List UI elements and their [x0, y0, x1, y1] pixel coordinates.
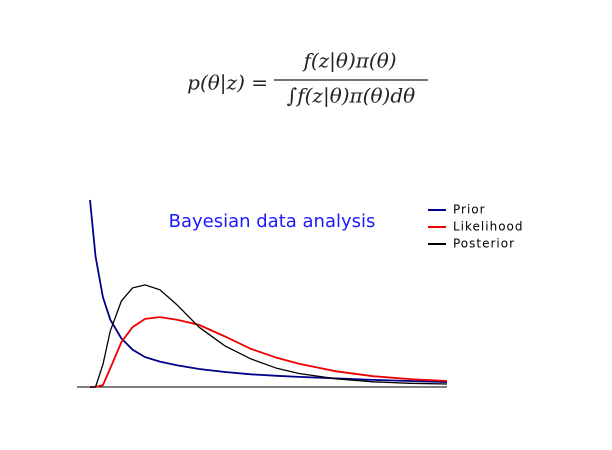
- formula-lhs: p(θ|z) =: [187, 71, 268, 96]
- series-line: [90, 284, 448, 388]
- series-line: [90, 316, 448, 388]
- chart-title: Bayesian data analysis: [169, 211, 376, 232]
- formula-denominator: ∫f(z|θ)π(θ)dθ: [287, 84, 415, 109]
- legend-label: Likelihood: [453, 220, 524, 234]
- formula-numerator: f(z|θ)π(θ): [301, 49, 396, 74]
- legend-label: Posterior: [453, 237, 515, 251]
- legend-label: Prior: [453, 203, 486, 217]
